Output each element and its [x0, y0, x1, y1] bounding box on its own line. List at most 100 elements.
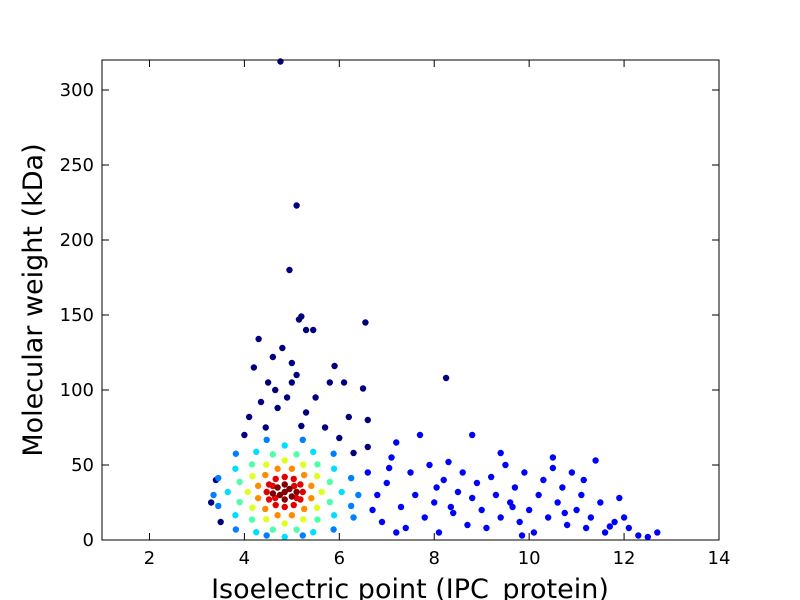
point	[544, 514, 552, 521]
point	[511, 484, 519, 491]
point	[383, 479, 390, 487]
y-axis-label: Molecular weight (kDa)	[18, 143, 49, 456]
point	[288, 465, 296, 472]
point	[509, 503, 516, 511]
point	[232, 465, 239, 472]
plot-frame	[101, 59, 720, 541]
point	[483, 524, 490, 532]
point	[244, 488, 251, 496]
point	[298, 422, 305, 430]
point	[269, 490, 277, 497]
point	[210, 491, 217, 499]
point	[277, 58, 284, 65]
point	[290, 501, 297, 509]
point	[535, 491, 542, 499]
point	[330, 450, 337, 457]
point	[554, 499, 561, 506]
x-tick-label: 12	[613, 548, 636, 569]
point	[385, 464, 393, 472]
point	[300, 505, 308, 513]
point	[347, 502, 355, 510]
point	[573, 506, 580, 514]
y-tick-label: 50	[71, 455, 94, 476]
point	[364, 443, 371, 451]
point	[426, 461, 433, 469]
point	[340, 379, 348, 386]
point	[215, 502, 222, 510]
point	[288, 493, 296, 500]
point	[469, 494, 476, 502]
y-tick-label: 200	[60, 230, 94, 251]
y-tick-label: 100	[60, 380, 94, 401]
point	[559, 484, 566, 491]
point	[298, 313, 305, 320]
point	[393, 439, 400, 446]
point	[374, 491, 381, 499]
point	[265, 496, 273, 503]
point	[215, 474, 222, 482]
point	[459, 469, 466, 476]
point	[288, 379, 296, 386]
point	[274, 465, 281, 472]
point	[578, 491, 585, 499]
point	[412, 491, 419, 499]
point	[274, 404, 281, 412]
point	[217, 518, 224, 526]
point	[308, 494, 315, 502]
point	[281, 473, 288, 481]
point	[253, 529, 260, 536]
x-tick-label: 6	[334, 548, 345, 569]
point	[302, 409, 310, 416]
point	[587, 514, 595, 521]
point	[281, 533, 288, 541]
point	[620, 514, 628, 521]
y-tick-label: 250	[60, 155, 94, 176]
point	[281, 488, 288, 496]
point	[350, 514, 357, 521]
point	[378, 518, 386, 526]
point	[291, 482, 298, 490]
point	[362, 319, 369, 326]
x-tick-label: 10	[518, 548, 541, 569]
point	[597, 499, 604, 506]
point	[561, 509, 568, 517]
point	[497, 449, 504, 457]
point	[397, 503, 405, 511]
point	[236, 498, 243, 506]
point	[433, 484, 440, 491]
point	[274, 484, 281, 491]
point	[582, 524, 590, 532]
point	[299, 436, 306, 443]
point	[563, 521, 571, 529]
point	[262, 424, 269, 431]
point	[611, 518, 618, 526]
point	[245, 413, 253, 421]
point	[250, 364, 258, 371]
point	[300, 471, 308, 479]
point	[487, 473, 495, 481]
point	[269, 353, 277, 361]
point	[497, 514, 504, 521]
point	[232, 512, 239, 519]
point	[592, 457, 599, 464]
point	[431, 499, 438, 506]
point	[263, 461, 270, 468]
point	[310, 448, 317, 455]
point	[313, 504, 321, 511]
point	[279, 344, 286, 352]
y-tick-label: 300	[60, 80, 94, 101]
point	[232, 450, 240, 457]
point	[450, 509, 457, 517]
point	[281, 496, 288, 503]
x-tick-label: 4	[239, 548, 250, 569]
point	[262, 471, 269, 479]
point	[302, 326, 310, 334]
point	[269, 526, 277, 533]
point	[293, 451, 300, 458]
point	[393, 529, 400, 536]
point	[300, 461, 307, 468]
point	[330, 465, 338, 472]
point	[616, 494, 623, 502]
point	[236, 478, 243, 486]
